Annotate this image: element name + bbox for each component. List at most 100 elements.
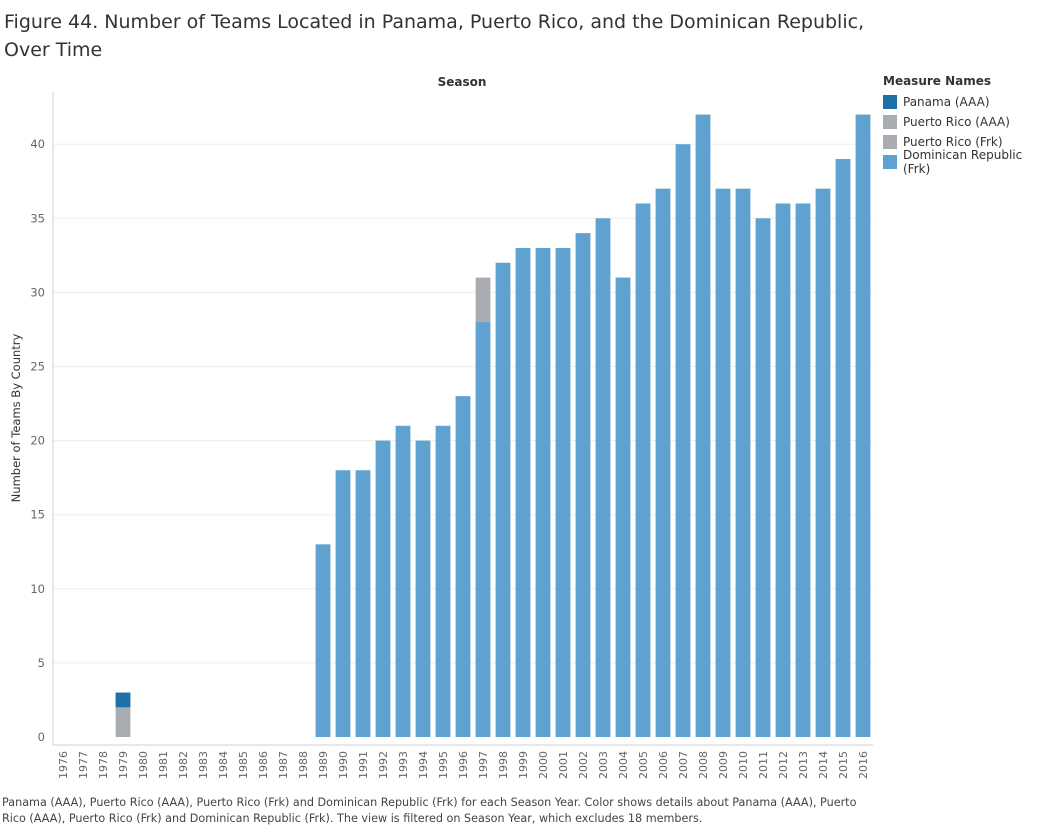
bar-segment[interactable] (695, 114, 711, 737)
x-tick-label: 1980 (137, 751, 150, 779)
bar-segment[interactable] (455, 396, 471, 737)
x-tick-label: 1981 (157, 751, 170, 779)
x-tick-label: 2008 (697, 751, 710, 779)
y-tick-label: 20 (30, 434, 45, 448)
x-tick-label: 2004 (617, 751, 630, 779)
legend-label: Dominican Republic (Frk) (903, 148, 1023, 176)
legend-label: Panama (AAA) (903, 95, 990, 109)
x-tick-label: 2005 (637, 751, 650, 779)
x-tick-label: 1983 (197, 751, 210, 779)
x-tick-label: 1991 (357, 751, 370, 779)
bar-segment[interactable] (495, 262, 511, 737)
legend-label: Puerto Rico (AAA) (903, 115, 1010, 129)
bar-segment[interactable] (435, 425, 451, 737)
y-tick-label: 30 (30, 285, 45, 299)
bar-segment[interactable] (755, 218, 771, 738)
bar-segment[interactable] (855, 114, 871, 737)
x-tick-label: 1984 (217, 751, 230, 779)
x-tick-label: 1994 (417, 751, 430, 779)
x-tick-label: 1986 (257, 751, 270, 779)
bar-segment[interactable] (395, 425, 411, 737)
bar-segment[interactable] (315, 544, 331, 737)
y-axis-title: Number of Teams By Country (9, 333, 23, 502)
legend-item-puerto-rico-frk[interactable]: Puerto Rico (Frk) (883, 132, 1049, 152)
x-tick-label: 1989 (317, 751, 330, 779)
x-tick-label: 1996 (457, 751, 470, 779)
legend-swatch (883, 115, 897, 129)
legend-swatch (883, 155, 897, 169)
x-tick-label: 1998 (497, 751, 510, 779)
bar-segment[interactable] (115, 692, 131, 708)
axes: 0 5 10 15 20 25 30 35 40 1976 1977 1978 1979 1980 1981… (30, 92, 873, 779)
y-tick-label: 5 (38, 656, 45, 670)
legend-swatch (883, 135, 897, 149)
bar-segment[interactable] (115, 707, 131, 737)
x-tick-label: 2016 (857, 751, 870, 779)
x-tick-label: 1999 (517, 751, 530, 779)
bars (115, 114, 871, 738)
x-tick-label: 1977 (77, 751, 90, 779)
bar-segment[interactable] (535, 247, 551, 737)
y-tick-label: 25 (30, 360, 45, 374)
bar-segment[interactable] (715, 188, 731, 737)
chart-title: Figure 44. Number of Teams Located in Pa… (4, 11, 865, 61)
x-tick-label: 1985 (237, 751, 250, 779)
legend-item-panama-aaa[interactable]: Panama (AAA) (883, 92, 1049, 112)
x-tick-label: 2006 (657, 751, 670, 779)
bar-segment[interactable] (475, 322, 491, 737)
x-tick-label: 2000 (537, 751, 550, 779)
legend-item-dominican-republic-frk[interactable]: Dominican Republic (Frk) (883, 148, 1049, 176)
x-tick-label: 1990 (337, 751, 350, 779)
y-tick-label: 10 (30, 582, 45, 596)
bar-segment[interactable] (375, 440, 391, 737)
bar-segment[interactable] (415, 440, 431, 737)
bar-segment[interactable] (555, 247, 571, 737)
chart-caption: Panama (AAA), Puerto Rico (AAA), Puerto … (2, 796, 857, 825)
x-tick-label: 2013 (797, 751, 810, 779)
x-tick-label: 2002 (577, 751, 590, 779)
x-tick-label: 1995 (437, 751, 450, 779)
bar-segment[interactable] (735, 188, 751, 737)
x-tick-label: 2009 (717, 751, 730, 779)
bar-segment[interactable] (575, 233, 591, 737)
bar-segment[interactable] (515, 247, 531, 737)
bar-segment[interactable] (635, 203, 651, 738)
x-tick-label: 1982 (177, 751, 190, 779)
x-tick-label: 1987 (277, 751, 290, 779)
x-tick-label: 2010 (737, 751, 750, 779)
bar-segment[interactable] (775, 203, 791, 738)
x-tick-label: 2003 (597, 751, 610, 779)
bar-segment[interactable] (815, 188, 831, 737)
y-tick-label: 35 (30, 211, 45, 225)
bar-segment[interactable] (335, 470, 351, 737)
bar-segment[interactable] (835, 159, 851, 737)
y-tick-label: 0 (38, 730, 45, 744)
bar-segment[interactable] (475, 277, 491, 323)
x-tick-label: 1978 (97, 751, 110, 779)
x-tick-label: 1988 (297, 751, 310, 779)
x-tick-label: 2014 (817, 751, 830, 779)
x-tick-label: 2015 (837, 751, 850, 779)
legend-swatch (883, 95, 897, 109)
legend-title: Measure Names (883, 74, 992, 88)
x-tick-label: 1993 (397, 751, 410, 779)
bar-segment[interactable] (595, 218, 611, 738)
x-tick-label: 1979 (117, 751, 130, 779)
bar-segment[interactable] (795, 203, 811, 738)
x-tick-label: 2011 (757, 751, 770, 779)
legend: Measure Names Panama (AAA) Puerto Rico (… (883, 74, 1049, 176)
x-tick-label: 1997 (477, 751, 490, 779)
bar-segment[interactable] (655, 188, 671, 737)
x-axis-title: Season (438, 75, 487, 89)
x-tick-label: 1976 (57, 751, 70, 779)
bar-segment[interactable] (675, 144, 691, 737)
bar-segment[interactable] (355, 470, 371, 737)
legend-label: Puerto Rico (Frk) (903, 135, 1003, 149)
x-tick-label: 1992 (377, 751, 390, 779)
legend-item-puerto-rico-aaa[interactable]: Puerto Rico (AAA) (883, 112, 1049, 132)
x-tick-label: 2007 (677, 751, 690, 779)
y-tick-label: 40 (30, 137, 45, 151)
bar-segment[interactable] (615, 277, 631, 737)
x-tick-label: 2001 (557, 751, 570, 779)
